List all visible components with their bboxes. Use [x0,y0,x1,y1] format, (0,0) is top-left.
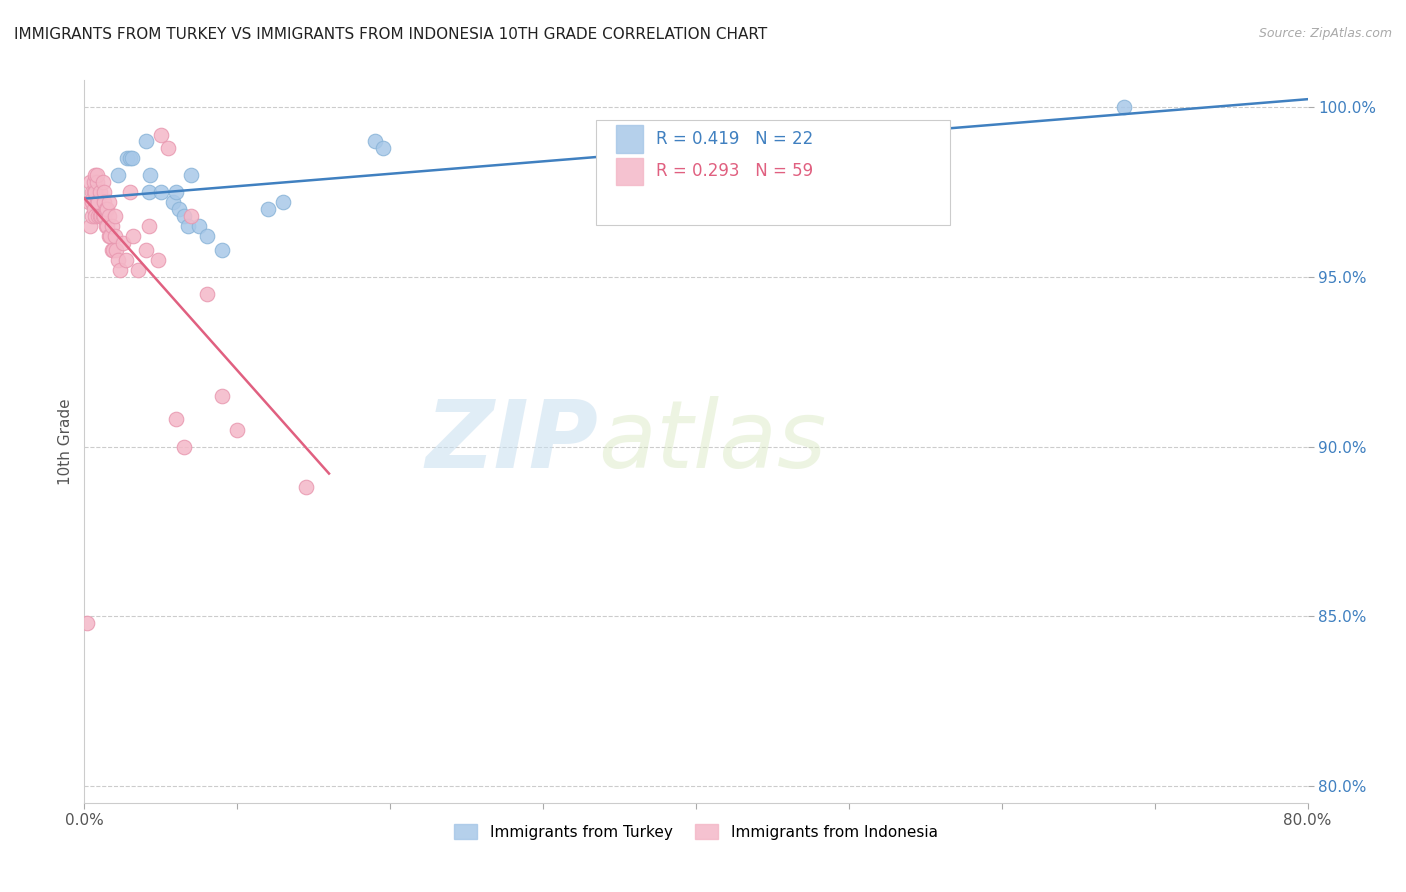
Point [93,195,115,210]
Point [91,175,114,189]
Point [80,195,103,210]
Legend: Immigrants from Turkey, Immigrants from Indonesia: Immigrants from Turkey, Immigrants from … [449,818,943,846]
Point [138,219,160,234]
Point [86,175,108,189]
Point [97,209,120,223]
Point [93,209,115,223]
Point [111,236,134,251]
Point [83,185,105,199]
Point [108,263,131,277]
Point [121,151,143,165]
Point [101,243,124,257]
Point [195,229,218,244]
Point [93,185,115,199]
Point [195,287,218,301]
Point [120,151,142,165]
Point [79,219,101,234]
Point [83,175,105,189]
Point [89,209,111,223]
Point [135,243,157,257]
Point [114,253,136,268]
FancyBboxPatch shape [596,120,950,225]
Point [188,219,211,234]
Point [1114,100,1136,114]
Point [77,195,100,210]
Text: ZIP: ZIP [425,395,598,488]
Point [173,440,195,454]
Point [138,185,160,199]
Point [162,195,184,210]
Point [177,219,200,234]
Point [211,389,233,403]
Point [96,202,118,217]
Point [97,229,120,244]
Point [115,151,138,165]
Point [149,185,172,199]
Point [180,168,202,182]
Point [84,209,107,223]
Point [91,209,114,223]
Point [295,480,318,494]
Bar [616,158,644,185]
Point [86,195,108,210]
Text: atlas: atlas [598,396,827,487]
Text: Source: ZipAtlas.com: Source: ZipAtlas.com [1258,27,1392,40]
Point [371,141,394,155]
Point [89,185,111,199]
Point [104,209,127,223]
Point [103,243,125,257]
Point [79,175,101,189]
Point [120,185,142,199]
Bar [616,125,644,153]
Point [165,412,187,426]
Point [107,168,129,182]
Point [101,219,124,234]
Point [149,128,172,142]
Point [97,195,120,210]
Point [87,195,110,210]
Point [84,185,107,199]
Point [76,615,98,630]
Point [98,229,121,244]
Point [87,209,110,223]
Y-axis label: 10th Grade: 10th Grade [58,398,73,485]
Point [146,253,169,268]
Point [94,202,117,217]
Point [80,209,103,223]
Point [80,185,103,199]
Point [127,263,149,277]
Point [167,202,190,217]
Point [122,229,145,244]
Point [139,168,162,182]
Point [271,195,294,210]
Point [96,219,118,234]
Point [180,209,202,223]
Point [165,185,187,199]
Point [94,219,117,234]
Point [84,168,107,182]
Text: R = 0.419   N = 22: R = 0.419 N = 22 [655,130,813,148]
Text: R = 0.293   N = 59: R = 0.293 N = 59 [655,162,813,180]
Point [211,243,233,257]
Point [105,243,128,257]
Point [157,141,180,155]
Point [104,229,127,244]
Point [135,134,157,148]
Point [257,202,280,217]
Point [173,209,195,223]
Point [86,168,108,182]
Point [90,209,112,223]
Point [364,134,387,148]
Point [83,202,105,217]
Point [226,423,249,437]
Point [107,253,129,268]
Text: IMMIGRANTS FROM TURKEY VS IMMIGRANTS FROM INDONESIA 10TH GRADE CORRELATION CHART: IMMIGRANTS FROM TURKEY VS IMMIGRANTS FRO… [14,27,768,42]
